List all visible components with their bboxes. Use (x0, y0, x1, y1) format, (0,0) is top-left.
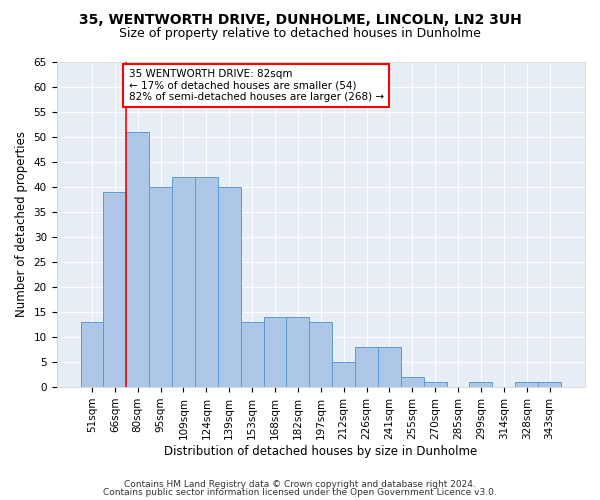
Bar (424, 382, 446, 387)
Bar (127, 132, 149, 387)
Bar (241, 322, 263, 387)
Text: Contains HM Land Registry data © Crown copyright and database right 2024.: Contains HM Land Registry data © Crown c… (124, 480, 476, 489)
Bar (286, 317, 310, 387)
Bar (195, 176, 218, 387)
Bar (263, 317, 286, 387)
Bar (103, 192, 127, 387)
Bar (538, 382, 561, 387)
Text: Contains public sector information licensed under the Open Government Licence v3: Contains public sector information licen… (103, 488, 497, 497)
Bar (172, 176, 195, 387)
Bar (469, 382, 493, 387)
Bar (80, 322, 103, 387)
Text: 35 WENTWORTH DRIVE: 82sqm
← 17% of detached houses are smaller (54)
82% of semi-: 35 WENTWORTH DRIVE: 82sqm ← 17% of detac… (128, 69, 384, 102)
Bar (332, 362, 355, 387)
X-axis label: Distribution of detached houses by size in Dunholme: Distribution of detached houses by size … (164, 444, 478, 458)
Y-axis label: Number of detached properties: Number of detached properties (15, 132, 28, 318)
Bar (378, 347, 401, 387)
Bar (218, 186, 241, 387)
Bar (149, 186, 172, 387)
Bar (401, 377, 424, 387)
Bar (355, 347, 378, 387)
Text: Size of property relative to detached houses in Dunholme: Size of property relative to detached ho… (119, 28, 481, 40)
Bar (515, 382, 538, 387)
Bar (310, 322, 332, 387)
Text: 35, WENTWORTH DRIVE, DUNHOLME, LINCOLN, LN2 3UH: 35, WENTWORTH DRIVE, DUNHOLME, LINCOLN, … (79, 12, 521, 26)
